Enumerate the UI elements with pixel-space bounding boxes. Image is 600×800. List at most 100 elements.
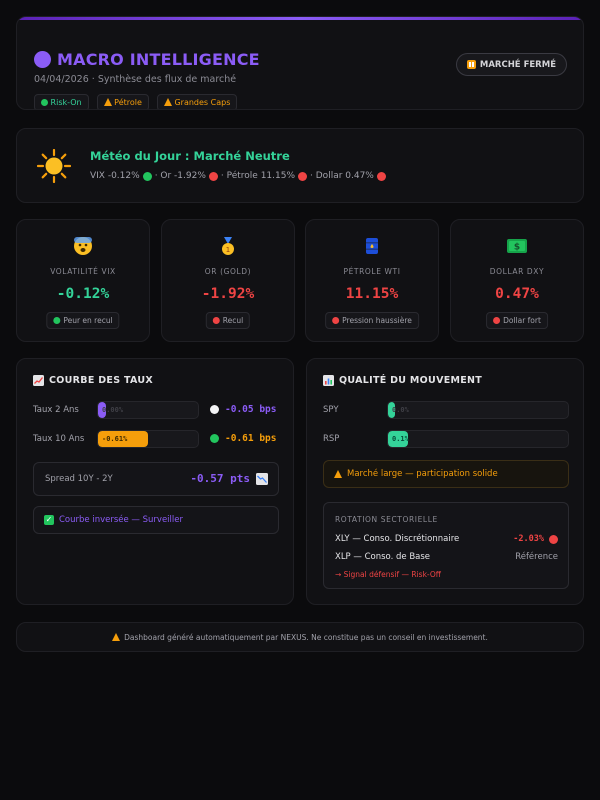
tag-label: Risk-On	[50, 98, 82, 107]
quality-bar-fill: 0.1%	[388, 431, 409, 447]
rate-value-2y: -0.05 bps	[210, 404, 276, 415]
anxious-face-icon	[17, 236, 149, 256]
yield-curve-card: COURBE DES TAUX Taux 2 Ans 0.00% -0.05 b…	[16, 358, 294, 605]
chart-increasing-icon	[33, 375, 44, 386]
weather-item: · Dollar 0.47%	[310, 171, 374, 181]
weather-item: · Or -1.92%	[154, 171, 206, 181]
svg-text:$: $	[514, 243, 520, 253]
spread-label: Spread 10Y - 2Y	[45, 474, 113, 484]
red-circle-icon	[493, 317, 501, 324]
metric-value: 11.15%	[345, 286, 399, 302]
green-circle-icon	[210, 434, 219, 443]
metric-label: DOLLAR DXY	[489, 267, 545, 276]
chart-decreasing-icon	[256, 472, 268, 485]
svg-text:1: 1	[226, 246, 230, 254]
rate-label-10y: Taux 10 Ans	[33, 434, 85, 444]
market-status-button[interactable]: MARCHÉ FERMÉ	[455, 53, 567, 76]
metric-label: VOLATILITÉ VIX	[50, 267, 116, 276]
red-circle-icon	[298, 171, 308, 181]
rate-bar-10y: -0.61%	[97, 430, 199, 448]
footer-text: Dashboard généré automatiquement par NEX…	[124, 632, 488, 642]
breadth-warning: Marché large — participation solide	[323, 460, 569, 488]
quality-bar-rsp: 0.1%	[387, 430, 569, 448]
rate-value-10y: -0.61 bps	[210, 433, 276, 444]
spread-value: -0.57 pts	[190, 472, 268, 485]
tag-grandes-caps: Grandes Caps	[156, 94, 238, 109]
market-status-label: MARCHÉ FERMÉ	[479, 59, 556, 70]
metric-value: -0.12%	[56, 286, 110, 302]
red-circle-icon	[376, 171, 386, 181]
check-mark-icon: ✓	[44, 515, 54, 525]
metric-badge-label: Dollar fort	[503, 316, 541, 325]
quality-label-rsp: RSP	[323, 434, 340, 444]
weather-title: Météo du Jour : Marché Neutre	[90, 149, 290, 163]
metric-badge: Dollar fort	[486, 312, 548, 329]
dollar-bill-icon: $	[451, 236, 583, 256]
metric-badge-label: Peur en recul	[63, 316, 113, 325]
green-circle-icon	[53, 317, 61, 324]
rotation-row-value: -2.03%	[513, 534, 558, 544]
metric-card-oil: PÉTROLE WTI 11.15% Pression haussière	[305, 219, 439, 342]
rotation-row-label: XLP — Conso. de Base	[335, 552, 431, 562]
weather-item: VIX -0.12%	[90, 171, 140, 181]
sun-icon	[37, 149, 71, 183]
green-circle-icon	[142, 171, 152, 181]
warning-icon	[112, 633, 121, 641]
rate-bar-2y: 0.00%	[97, 401, 199, 419]
red-circle-icon	[549, 534, 558, 544]
spread-box: Spread 10Y - 2Y -0.57 pts	[33, 462, 279, 496]
rotation-row-label: XLY — Conso. Discrétionnaire	[335, 534, 460, 544]
page-subtitle: 04/04/2026 · Synthèse des flux de marché	[34, 74, 237, 85]
move-quality-card: QUALITÉ DU MOUVEMENT SPY 0.0% RSP 0.1% M…	[306, 358, 584, 605]
weather-item: · Pétrole 11.15%	[220, 171, 296, 181]
metric-badge-label: Recul	[222, 316, 244, 325]
metric-value: -1.92%	[201, 286, 255, 302]
metric-card-dollar: $ DOLLAR DXY 0.47% Dollar fort	[450, 219, 584, 342]
metric-badge: Pression haussière	[325, 312, 419, 329]
quality-bar-text: 0.0%	[392, 406, 409, 414]
red-circle-icon	[208, 171, 218, 181]
rate-bar-fill: -0.61%	[98, 431, 148, 447]
tag-petrole: Pétrole	[96, 94, 149, 109]
quality-bar-text: 0.1%	[392, 435, 409, 443]
red-circle-icon	[212, 317, 220, 324]
curve-alert: ✓ Courbe inversée — Surveiller	[33, 506, 279, 534]
pause-icon	[466, 60, 476, 69]
header-card: MACRO INTELLIGENCE 04/04/2026 · Synthèse…	[16, 16, 584, 110]
weather-summary: VIX -0.12% · Or -1.92% · Pétrole 11.15% …	[90, 171, 386, 181]
gold-medal-icon: 1	[162, 236, 294, 256]
sector-rotation-box: ROTATION SECTORIELLE XLY — Conso. Discré…	[323, 502, 569, 589]
white-circle-icon	[210, 405, 219, 414]
metric-label: PÉTROLE WTI	[343, 267, 401, 276]
rate-bar-fill: 0.00%	[98, 402, 123, 418]
red-circle-icon	[332, 317, 340, 324]
metric-value: 0.47%	[495, 286, 539, 302]
tag-label: Grandes Caps	[174, 98, 231, 107]
tag-label: Pétrole	[114, 98, 142, 107]
section-title: QUALITÉ DU MOUVEMENT	[323, 375, 482, 386]
curve-alert-text: Courbe inversée — Surveiller	[59, 515, 183, 525]
tag-risk-on: Risk-On	[34, 94, 89, 109]
spread-value-text: -0.57 pts	[190, 472, 250, 485]
page-title: MACRO INTELLIGENCE	[57, 50, 260, 69]
warning-icon	[334, 470, 342, 478]
purple-circle-icon	[34, 51, 51, 68]
tag-list: Risk-On Pétrole Grandes Caps	[34, 94, 238, 109]
section-title-label: COURBE DES TAUX	[49, 375, 153, 386]
quality-label-spy: SPY	[323, 405, 339, 415]
metric-card-vix: VOLATILITÉ VIX -0.12% Peur en recul	[16, 219, 150, 342]
oil-barrel-icon	[306, 236, 438, 256]
weather-card: Météo du Jour : Marché Neutre VIX -0.12%…	[16, 128, 584, 203]
bar-chart-icon	[323, 375, 334, 386]
rate-value-text: -0.61 bps	[225, 433, 277, 444]
metric-badge: Recul	[205, 312, 251, 329]
rotation-signal: → Signal défensif — Risk-Off	[335, 570, 441, 579]
breadth-warning-text: Marché large — participation solide	[347, 469, 498, 479]
metric-label: OR (GOLD)	[204, 267, 252, 276]
header-accent-bar	[17, 17, 583, 20]
rate-value-text: -0.05 bps	[225, 404, 277, 415]
section-title: COURBE DES TAUX	[33, 375, 153, 386]
metric-badge: Peur en recul	[46, 312, 120, 329]
metric-card-gold: 1 OR (GOLD) -1.92% Recul	[161, 219, 295, 342]
rate-bar-text: -0.61%	[102, 435, 128, 443]
